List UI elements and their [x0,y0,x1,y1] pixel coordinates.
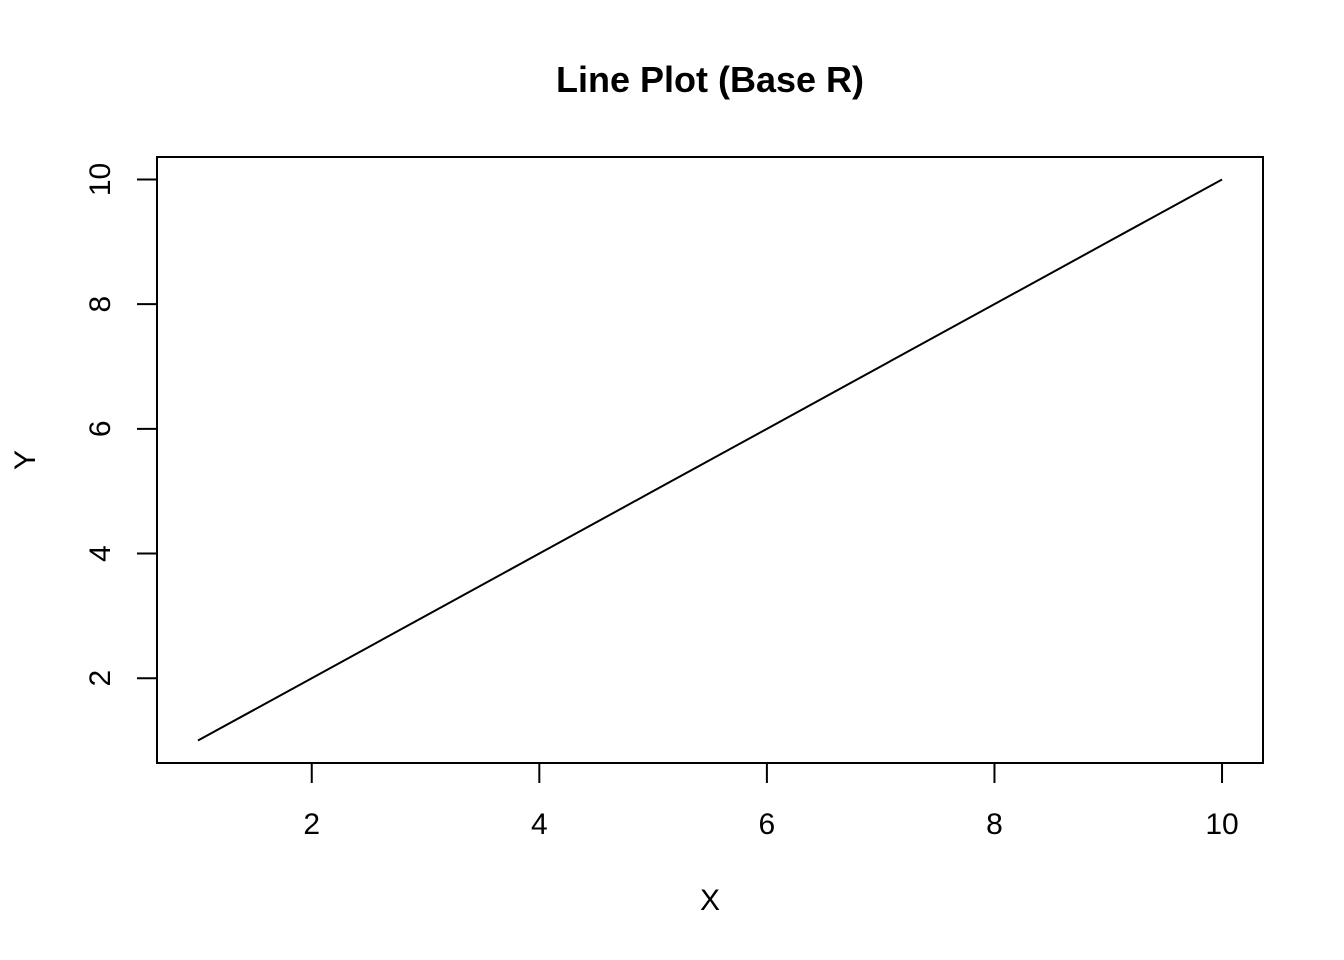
x-tick-label: 2 [303,808,320,841]
x-tick-label: 10 [1205,808,1238,841]
x-axis-label: X [700,884,720,917]
y-tick-label: 4 [84,545,117,562]
x-tick-label: 6 [759,808,776,841]
chart-title: Line Plot (Base R) [556,59,864,100]
x-tick-label: 4 [531,808,548,841]
series-line [197,178,1223,742]
y-tick-label: 6 [84,420,117,437]
y-tick-label: 8 [84,296,117,313]
y-axis-label: Y [9,450,42,470]
y-axis: 2 4 6 8 10 [84,163,158,687]
y-tick-label: 2 [84,670,117,687]
x-axis: 2 4 6 8 10 [303,762,1239,841]
series-layer [197,178,1223,742]
x-tick-label: 8 [986,808,1003,841]
y-tick-label: 10 [84,163,117,196]
